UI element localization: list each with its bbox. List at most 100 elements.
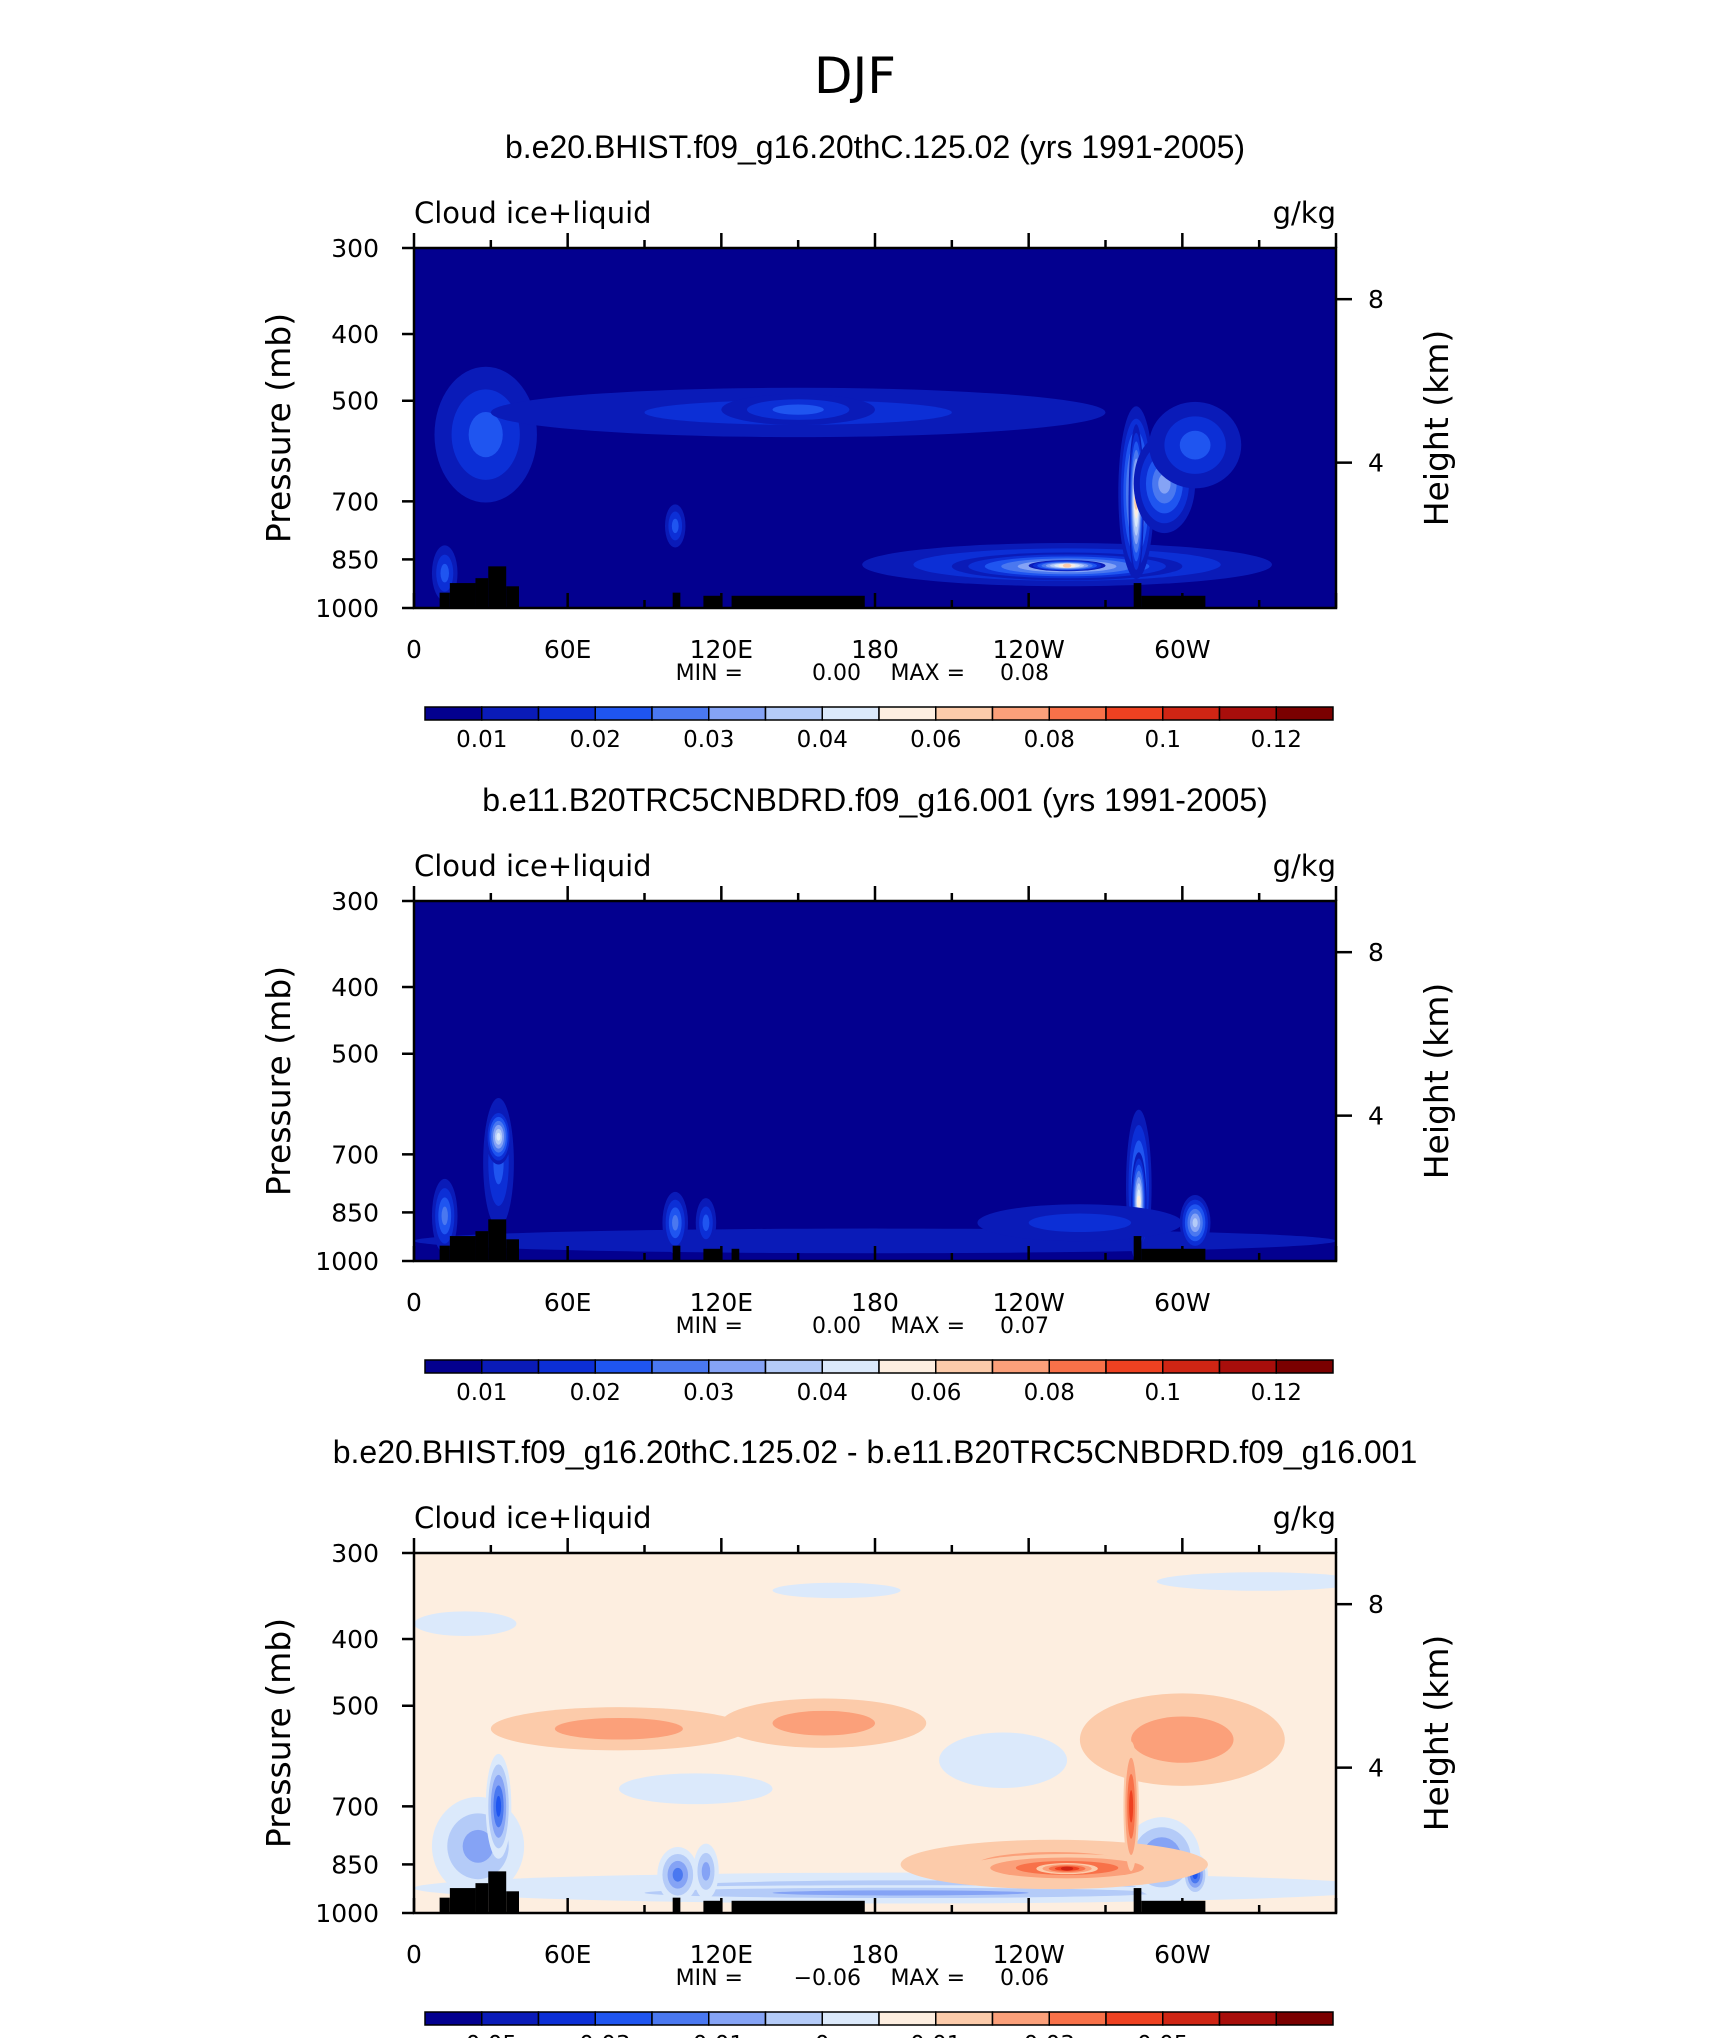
topography-block: [475, 1231, 489, 1261]
min-value: 0.00: [812, 661, 861, 686]
y-tick-label: 500: [331, 1692, 379, 1721]
contour-blob: [772, 1710, 875, 1736]
colorbar-label: 0.06: [910, 1380, 961, 1406]
topography-block: [1141, 1900, 1206, 1913]
y-axis-title: Pressure (mb): [259, 1618, 298, 1848]
topography-block: [506, 1891, 520, 1913]
colorbar-swatch: [1275, 1359, 1334, 1374]
y-axis-title: Pressure (mb): [259, 966, 298, 1196]
colorbar-swatch: [1105, 1359, 1164, 1374]
topography-block: [475, 1883, 489, 1913]
y-tick-label: 300: [331, 1539, 379, 1568]
topography-block: [449, 583, 476, 608]
y-tick-label: 300: [331, 234, 379, 263]
contour-blob: [441, 1206, 448, 1226]
colorbar-swatch: [594, 2011, 653, 2026]
colorbar-swatch: [424, 1359, 483, 1374]
colorbar-swatch: [481, 2011, 540, 2026]
contour-blob: [468, 411, 503, 458]
contour-blob: [1131, 1716, 1234, 1763]
colorbar-swatch: [764, 706, 823, 721]
variable-label: Cloud ice+liquid: [414, 1501, 652, 1535]
contour-blob: [772, 1582, 901, 1599]
colorbar-label: 0.06: [910, 727, 961, 753]
max-value: 0.08: [1000, 661, 1049, 686]
topography-block: [439, 1897, 450, 1913]
y-tick-label: 300: [331, 887, 379, 916]
contour-blob: [1192, 1218, 1198, 1228]
contour-blob: [939, 1732, 1068, 1789]
topography-block: [1133, 1888, 1142, 1913]
x-tick-label: 120W: [992, 1288, 1064, 1317]
colorbar-swatch: [708, 706, 767, 721]
contour-blob: [618, 1773, 773, 1805]
colorbar-swatch: [991, 706, 1050, 721]
x-tick-label: 60E: [544, 635, 592, 664]
colorbar-label: 0.12: [1251, 727, 1302, 753]
contour-blob: [672, 1867, 683, 1882]
y-tick-label: 700: [331, 487, 379, 516]
contour-field: [414, 1553, 1336, 1913]
panel-1: b.e20.BHIST.f09_g16.20thC.125.02 (yrs 19…: [259, 129, 1456, 753]
colorbar-label: 0.12: [1251, 1380, 1302, 1406]
x-tick-label: 120E: [690, 635, 754, 664]
topography-block: [672, 1245, 681, 1261]
colorbar-swatch: [821, 706, 880, 721]
colorbar-label: 0.05: [1137, 2032, 1188, 2038]
colorbar-swatch: [594, 706, 653, 721]
colorbar-swatch: [424, 706, 483, 721]
colorbar-swatch: [764, 1359, 823, 1374]
colorbar-swatch: [1048, 706, 1107, 721]
max-value: 0.07: [1000, 1314, 1049, 1339]
topography-block: [731, 1248, 740, 1261]
y-tick-label: 700: [331, 1140, 379, 1169]
y-tick-label: 1000: [315, 1899, 379, 1928]
colorbar-swatch: [878, 1359, 937, 1374]
x-tick-label: 0: [406, 635, 422, 664]
max-label: MAX =: [890, 1966, 965, 1991]
topography-block: [703, 1900, 722, 1913]
topography-block: [488, 1219, 507, 1261]
min-label: MIN =: [676, 1966, 743, 1991]
panel-2: b.e11.B20TRC5CNBDRD.f09_g16.001 (yrs 199…: [259, 782, 1456, 1406]
max-label: MAX =: [890, 1314, 965, 1339]
contour-blob: [495, 1795, 502, 1817]
x-tick-label: 60W: [1154, 635, 1211, 664]
contour-field: [414, 248, 1336, 608]
x-tick-label: 180: [851, 1940, 899, 1969]
colorbar-swatch: [537, 706, 596, 721]
colorbar-swatch: [1218, 706, 1277, 721]
y-tick-label: 400: [331, 1625, 379, 1654]
min-label: MIN =: [676, 1314, 743, 1339]
colorbar-swatch: [651, 2011, 710, 2026]
topography-block: [506, 1239, 520, 1261]
colorbar-swatch: [878, 706, 937, 721]
topography-block: [1133, 583, 1142, 608]
colorbar-swatch: [935, 1359, 994, 1374]
field-background: [414, 901, 1336, 1261]
y2-axis-title: Height (km): [1417, 330, 1456, 527]
x-tick-label: 60W: [1154, 1288, 1211, 1317]
colorbar-swatch: [1105, 2011, 1164, 2026]
x-tick-label: 60E: [544, 1940, 592, 1969]
x-tick-label: 120W: [992, 635, 1064, 664]
topography-block: [1133, 1236, 1142, 1261]
y-tick-label: 1000: [315, 594, 379, 623]
topography-block: [439, 1245, 450, 1261]
topography-block: [672, 592, 681, 608]
units-label: g/kg: [1273, 1501, 1336, 1535]
colorbar-swatch: [1162, 706, 1221, 721]
colorbar-swatch: [708, 1359, 767, 1374]
x-tick-label: 0: [406, 1288, 422, 1317]
colorbar-label: −0.05: [447, 2032, 517, 2038]
colorbar-label: 0.01: [456, 727, 507, 753]
colorbar-swatch: [651, 706, 710, 721]
x-tick-label: 180: [851, 635, 899, 664]
colorbar-label: 0.01: [910, 2032, 961, 2038]
units-label: g/kg: [1273, 849, 1336, 883]
units-label: g/kg: [1273, 196, 1336, 230]
colorbar-swatch: [424, 2011, 483, 2026]
colorbar-swatch: [1105, 706, 1164, 721]
panel-3: b.e20.BHIST.f09_g16.20thC.125.02 - b.e11…: [259, 1434, 1456, 2038]
